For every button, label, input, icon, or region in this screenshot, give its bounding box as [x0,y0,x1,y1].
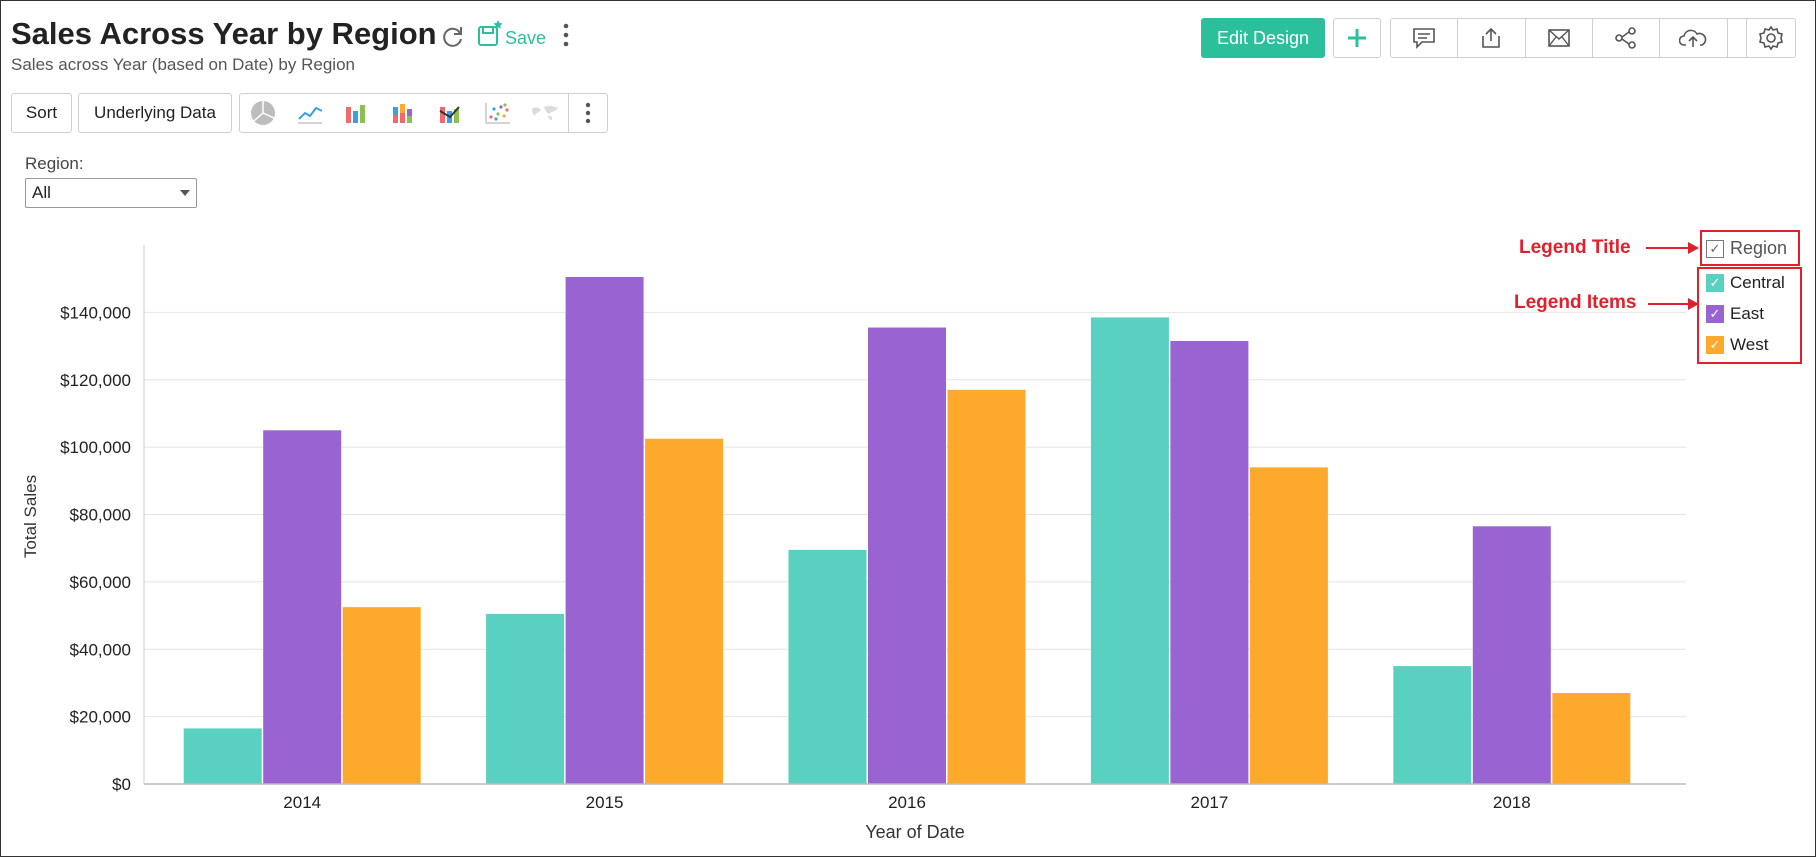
legend-title-highlight [1700,230,1800,266]
pie-chart-button[interactable] [240,94,287,132]
email-button[interactable] [1526,19,1593,57]
legend-item-label: Central [1730,273,1785,292]
combo-chart-icon [439,106,460,123]
bar-west-2016[interactable] [947,389,1026,784]
combo-chart-button[interactable] [428,94,475,132]
y-tick-label: $120,000 [60,371,131,390]
publish-button[interactable] [1660,19,1728,57]
edit-design-button[interactable]: Edit Design [1201,18,1325,58]
legend-title[interactable]: ✓ Region [1706,238,1787,259]
bar-west-2015[interactable] [645,438,724,784]
annotation-legend-items: Legend Items [1514,292,1637,313]
page-subtitle: Sales across Year (based on Date) by Reg… [11,55,355,74]
chart-type-more-button[interactable] [568,94,607,132]
region-filter-label: Region: [25,154,84,173]
save-button[interactable]: Save [505,28,547,48]
share-button[interactable] [1593,19,1661,57]
chevron-down-icon [180,190,190,196]
bar-west-2014[interactable] [342,607,421,784]
x-axis-ticks: 2014 2015 2016 2017 2018 [283,793,1530,812]
checkbox-icon: ✓ [1706,305,1724,323]
region-filter-select[interactable]: All [25,178,197,208]
checkbox-icon: ✓ [1706,274,1724,292]
comment-icon [1413,28,1435,49]
y-tick-label: $80,000 [70,506,131,525]
sort-button[interactable]: Sort [11,93,72,133]
stacked-bar-chart-button[interactable] [381,94,428,132]
bar-east-2018[interactable] [1472,526,1551,784]
legend-title-label: Region [1730,238,1788,258]
more-options-icon [585,102,591,124]
page-title: Sales Across Year by Region [11,16,437,51]
line-chart-icon [298,106,323,124]
bar-east-2014[interactable] [263,430,342,784]
legend-item-label: West [1730,335,1769,354]
y-axis-label: Total Sales [21,475,40,558]
legend-item-central[interactable]: ✓ Central [1706,273,1785,293]
refresh-icon[interactable] [440,24,466,50]
bar-chart-button[interactable] [334,94,381,132]
settings-button[interactable] [1746,18,1796,58]
scatter-chart-button[interactable] [474,94,521,132]
cloud-upload-icon [1679,29,1707,47]
bar-central-2018[interactable] [1393,666,1472,784]
annotation-arrow-items [1648,298,1699,310]
map-chart-button[interactable] [521,94,568,132]
x-tick-label: 2017 [1190,793,1228,812]
action-toolbar [1390,18,1795,58]
scatter-chart-icon [485,103,510,124]
checkbox-icon: ✓ [1706,336,1724,354]
y-tick-label: $20,000 [70,708,131,727]
bar-central-2016[interactable] [788,549,867,784]
legend-item-west[interactable]: ✓ West [1706,335,1768,355]
share-icon [1615,27,1636,49]
y-tick-label: $60,000 [70,573,131,592]
bar-central-2015[interactable] [486,613,565,784]
line-chart-button[interactable] [287,94,334,132]
add-button[interactable] [1333,18,1381,58]
x-axis-label: Year of Date [865,822,964,842]
checkbox-icon: ✓ [1706,239,1724,258]
annotation-legend-title: Legend Title [1519,237,1631,258]
bar-central-2014[interactable] [183,728,262,784]
x-tick-label: 2015 [586,793,624,812]
email-icon [1548,29,1570,47]
x-tick-label: 2016 [888,793,926,812]
pie-chart-icon [251,101,276,125]
y-tick-label: $40,000 [70,640,131,659]
save-icon[interactable] [476,18,504,48]
bar-central-2017[interactable] [1090,317,1169,784]
legend-items-highlight [1697,267,1802,364]
legend-item-east[interactable]: ✓ East [1706,304,1764,324]
y-axis-ticks: $0 $20,000 $40,000 $60,000 $80,000 $100,000 $1… [60,303,131,794]
chart-type-switcher [239,93,608,133]
bar-east-2017[interactable] [1170,341,1249,784]
bar-east-2015[interactable] [565,277,644,784]
plus-icon [1348,29,1366,47]
gear-icon [1759,25,1783,51]
export-icon [1482,27,1501,48]
annotation-arrow-title [1646,242,1699,254]
stacked-bar-chart-icon [393,104,413,123]
y-tick-label: $0 [112,775,131,794]
more-options-icon[interactable] [560,22,572,48]
y-tick-label: $100,000 [60,438,131,457]
world-map-icon [531,105,558,120]
bar-west-2018[interactable] [1552,693,1631,784]
region-filter-value: All [32,183,51,202]
chart-bars [183,277,1631,784]
bar-chart-icon [346,105,366,123]
underlying-data-button[interactable]: Underlying Data [78,93,232,133]
bar-east-2016[interactable] [868,327,946,784]
export-button[interactable] [1458,19,1526,57]
comment-button[interactable] [1391,19,1459,57]
legend-item-label: East [1730,304,1765,323]
bar-west-2017[interactable] [1249,467,1328,784]
y-tick-label: $140,000 [60,303,131,322]
x-tick-label: 2018 [1493,793,1531,812]
x-tick-label: 2014 [283,793,321,812]
